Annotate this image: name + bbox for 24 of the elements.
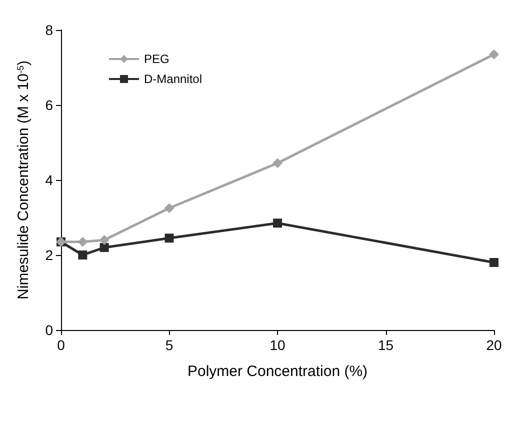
x-tick-label: 15 (378, 337, 394, 353)
point (99, 235, 110, 245)
point (100, 243, 109, 252)
y-tick-label: 6 (45, 97, 54, 113)
y-tick-label: 0 (45, 322, 54, 338)
x-tick-label: 20 (486, 337, 502, 353)
point (273, 218, 282, 228)
x-tick-label: 5 (165, 337, 174, 353)
point (78, 236, 88, 247)
x-axis-title: Polymer Concentration (%) (187, 363, 368, 380)
point (489, 49, 499, 60)
point (272, 158, 282, 168)
point (490, 258, 498, 267)
y-axis-title: Nimesulide Concentration (M x 10-5) (15, 60, 32, 300)
point (164, 203, 174, 214)
x-tick-label: 10 (270, 337, 286, 353)
legend-label: PEG (144, 52, 170, 66)
y-tick-label: 4 (45, 172, 54, 188)
x-tick-label: 0 (57, 337, 66, 353)
y-tick-label: 2 (45, 247, 54, 263)
point (164, 234, 174, 243)
y-tick-label: 8 (45, 22, 54, 38)
point (78, 250, 88, 260)
legend-label: D-Mannitol (144, 72, 202, 86)
